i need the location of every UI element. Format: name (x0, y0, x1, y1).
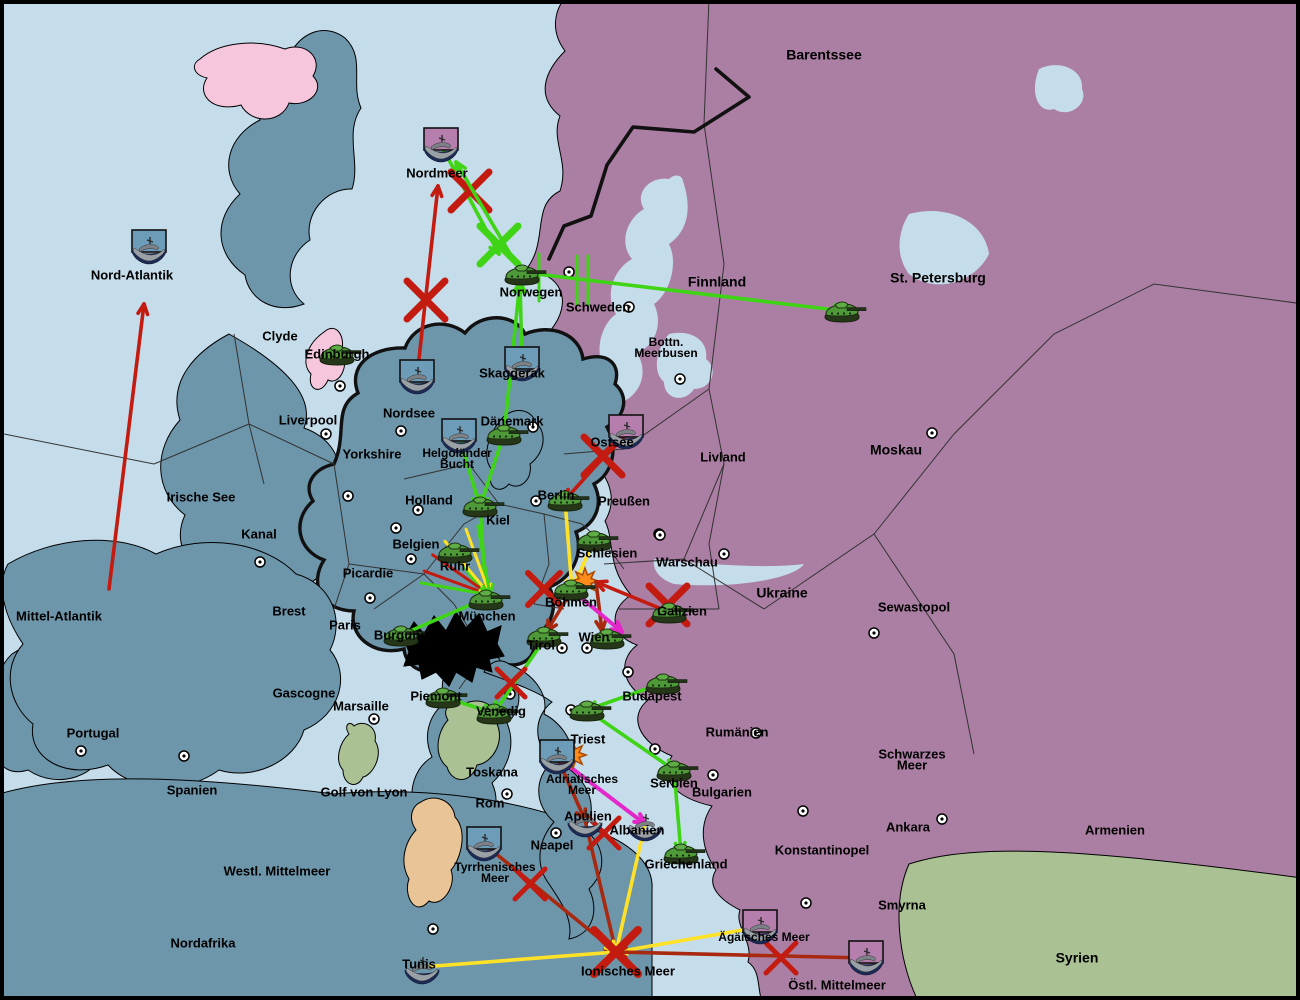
svg-text:Ostsee: Ostsee (590, 434, 633, 449)
svg-text:Nordafrika: Nordafrika (170, 935, 236, 950)
svg-text:Ionisches Meer: Ionisches Meer (581, 963, 675, 978)
svg-text:Burgund: Burgund (374, 627, 428, 642)
svg-text:Tirol: Tirol (527, 637, 555, 652)
svg-text:Preußen: Preußen (598, 493, 650, 508)
svg-text:Bulgarien: Bulgarien (692, 784, 752, 799)
svg-text:Schweden: Schweden (566, 299, 630, 314)
svg-text:Apulien: Apulien (564, 808, 612, 823)
svg-text:Nordmeer: Nordmeer (406, 165, 467, 180)
svg-text:Triest: Triest (571, 731, 606, 746)
svg-text:Moskau: Moskau (870, 442, 922, 458)
svg-text:Golf von Lyon: Golf von Lyon (321, 784, 408, 799)
svg-text:Marsaille: Marsaille (333, 698, 389, 713)
svg-text:Picardie: Picardie (343, 565, 394, 580)
svg-text:Irische See: Irische See (167, 489, 236, 504)
svg-text:Gascogne: Gascogne (273, 685, 336, 700)
svg-text:Berlin: Berlin (538, 487, 575, 502)
svg-text:Rumänien: Rumänien (706, 724, 769, 739)
svg-text:Finnland: Finnland (688, 274, 746, 290)
svg-text:Ukraine: Ukraine (756, 585, 808, 601)
svg-text:Schlesien: Schlesien (577, 545, 638, 560)
svg-text:Nord-Atlantik: Nord-Atlantik (91, 267, 174, 282)
svg-text:Toskana: Toskana (466, 764, 519, 779)
svg-text:Meerbusen: Meerbusen (634, 346, 697, 360)
svg-text:Warschau: Warschau (656, 554, 718, 569)
svg-text:Tunis: Tunis (402, 956, 436, 971)
svg-text:Bucht: Bucht (440, 457, 474, 471)
svg-text:Serbien: Serbien (650, 775, 698, 790)
svg-text:Budapest: Budapest (622, 688, 682, 703)
svg-text:Smyrna: Smyrna (878, 897, 926, 912)
svg-text:Meer: Meer (481, 871, 509, 885)
svg-text:Nordsee: Nordsee (383, 405, 435, 420)
svg-text:Brest: Brest (272, 603, 306, 618)
svg-text:St. Petersburg: St. Petersburg (890, 270, 986, 286)
svg-text:Rom: Rom (476, 795, 505, 810)
svg-text:Skaggerak: Skaggerak (479, 365, 546, 380)
svg-text:Livland: Livland (700, 449, 746, 464)
svg-text:Mittel-Atlantik: Mittel-Atlantik (16, 608, 103, 623)
svg-text:Kiel: Kiel (486, 512, 510, 527)
svg-text:Portugal: Portugal (67, 725, 120, 740)
svg-text:Paris: Paris (329, 617, 361, 632)
svg-text:Belgien: Belgien (393, 536, 440, 551)
svg-text:Ägäisches Meer: Ägäisches Meer (718, 929, 810, 944)
svg-text:Neapel: Neapel (531, 837, 574, 852)
svg-text:Dänemark: Dänemark (481, 413, 545, 428)
svg-text:Albanien: Albanien (610, 822, 665, 837)
svg-text:Armenien: Armenien (1085, 822, 1145, 837)
svg-text:Spanien: Spanien (167, 782, 218, 797)
svg-text:Liverpool: Liverpool (279, 412, 338, 427)
svg-text:Yorkshire: Yorkshire (342, 446, 401, 461)
svg-text:Meer: Meer (897, 757, 927, 772)
svg-text:Syrien: Syrien (1056, 950, 1099, 966)
svg-text:Böhmen: Böhmen (545, 594, 597, 609)
svg-text:Barentssee: Barentssee (786, 47, 862, 63)
svg-text:Konstantinopel: Konstantinopel (775, 842, 870, 857)
svg-text:Sewastopol: Sewastopol (878, 599, 950, 614)
svg-text:Norwegen: Norwegen (500, 284, 563, 299)
svg-text:Kanal: Kanal (241, 526, 276, 541)
svg-text:Westl. Mittelmeer: Westl. Mittelmeer (224, 863, 331, 878)
svg-text:Ruhr: Ruhr (440, 558, 470, 573)
svg-text:Venedig: Venedig (476, 703, 526, 718)
svg-text:Edinburgh: Edinburgh (305, 346, 370, 361)
svg-text:Clyde: Clyde (262, 328, 297, 343)
svg-text:Piemont: Piemont (410, 688, 462, 703)
svg-text:Ankara: Ankara (886, 819, 931, 834)
svg-text:Holland: Holland (405, 492, 453, 507)
svg-text:Östl. Mittelmeer: Östl. Mittelmeer (788, 977, 886, 992)
svg-text:Wien: Wien (579, 629, 610, 644)
svg-text:Meer: Meer (568, 783, 596, 797)
svg-text:Galizien: Galizien (657, 603, 707, 618)
svg-text:Griechenland: Griechenland (644, 856, 727, 871)
svg-text:München: München (458, 608, 515, 623)
